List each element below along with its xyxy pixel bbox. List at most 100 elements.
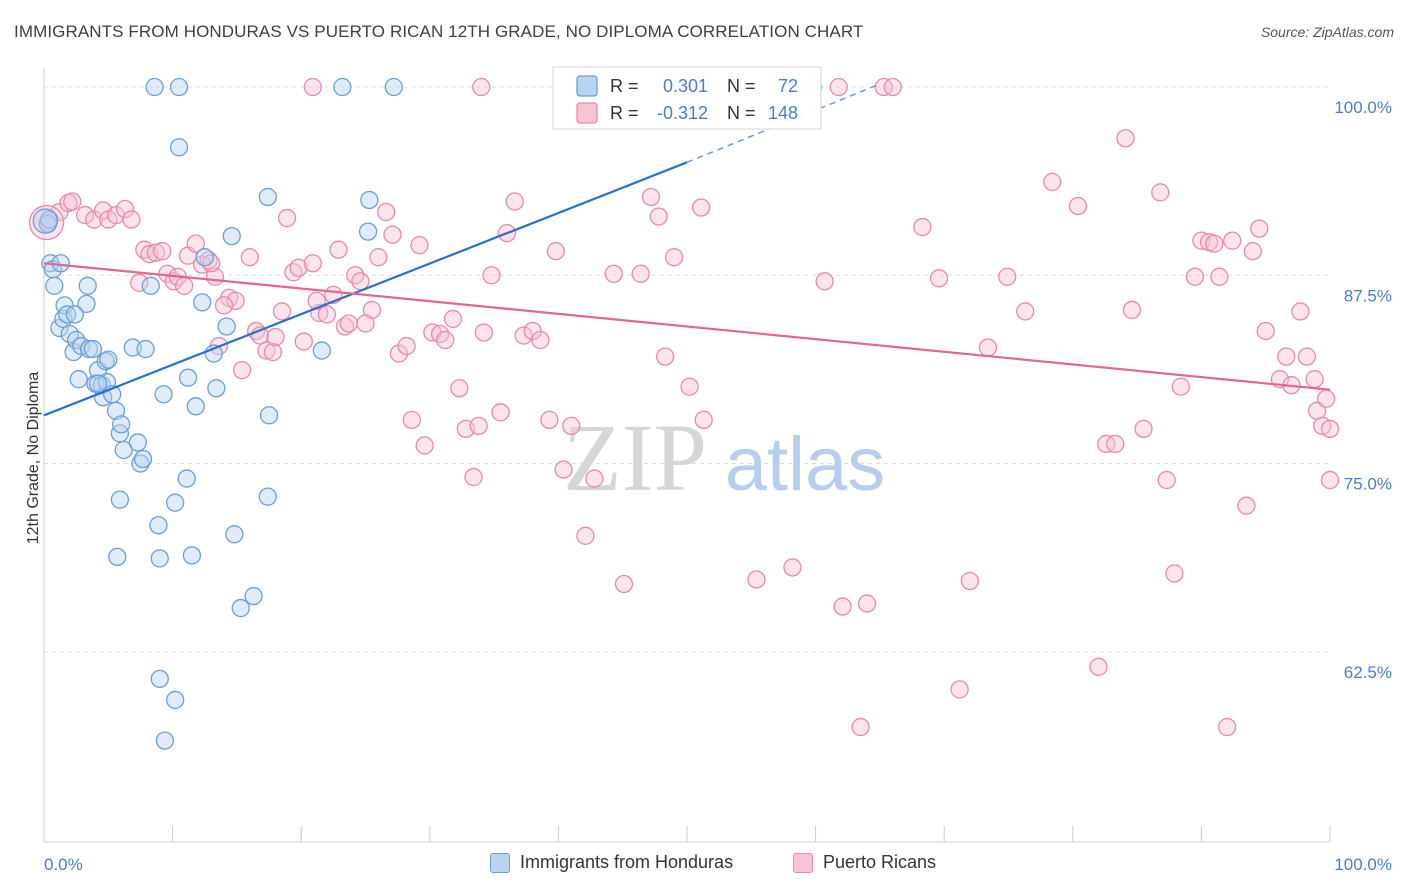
point-puerto-rican [514,326,533,345]
point-honduras [231,598,250,618]
point-puerto-rican [464,467,483,487]
point-puerto-rican [472,77,491,97]
point-puerto-rican [1223,231,1242,250]
point-puerto-rican [1205,234,1224,253]
point-puerto-rican [505,192,524,211]
point-puerto-rican [631,264,650,283]
legend-swatch-pink [793,852,813,873]
point-puerto-rican [883,77,902,97]
point-puerto-rican [214,296,234,315]
series-honduras [32,77,403,750]
trend-line-puerto-ricans [43,262,1331,391]
bottom-legend: Immigrants from Honduras Puerto Ricans [0,850,1406,880]
point-puerto-rican [450,379,469,398]
x-tick-label-max: 100.0% [1334,855,1392,874]
y-tick-label: 87.5% [1344,286,1392,305]
point-honduras [99,350,118,369]
point-puerto-rican [303,254,322,273]
chart-title: IMMIGRANTS FROM HONDURAS VS PUERTO RICAN… [14,22,864,41]
stats-n-value: 148 [768,103,798,123]
legend-item-honduras[interactable]: Immigrants from Honduras [490,852,733,873]
point-honduras [149,516,168,535]
point-puerto-rican [307,291,326,311]
point-puerto-rican [913,217,932,237]
y-axis-label: 12th Grade, No Diploma [25,372,42,545]
point-puerto-rican [76,205,95,225]
point-puerto-rican [815,272,834,291]
point-honduras [166,690,185,710]
point-puerto-rican [146,243,166,262]
point-honduras [45,276,64,295]
point-honduras [333,77,352,97]
legend-swatch-blue [490,852,510,873]
point-puerto-rican [649,207,668,226]
point-puerto-rican [554,460,573,479]
point-honduras [207,379,226,398]
series-puerto-ricans [28,77,1340,737]
point-honduras [360,190,379,210]
point-puerto-rican [950,680,969,699]
point-puerto-rican [415,436,434,455]
point-puerto-rican [585,469,604,488]
point-puerto-rican [226,291,245,311]
point-honduras [83,339,103,359]
point-puerto-rican [1316,389,1336,408]
point-honduras [57,305,77,324]
stats-r-value: 0.301 [663,76,708,96]
point-puerto-rican [614,574,634,594]
point-puerto-rican [410,236,429,255]
point-puerto-rican [562,416,581,436]
point-puerto-rican [257,341,276,360]
point-puerto-rican [369,248,388,267]
point-puerto-rican [1243,242,1262,261]
stats-r-label: R = [610,103,639,123]
y-tick-label: 100.0% [1334,98,1392,117]
point-puerto-rican [1089,657,1108,676]
point-honduras [50,318,69,338]
point-puerto-rican [397,336,416,356]
point-honduras [65,305,85,324]
point-puerto-rican [351,272,370,291]
stats-legend: R = 0.301 N = 72 R = -0.312 N = 148 [552,66,822,130]
point-puerto-rican [389,344,409,363]
point-puerto-rican [1068,196,1088,216]
stats-r-label: R = [610,76,639,96]
point-puerto-rican [1016,302,1035,321]
point-puerto-rican [1134,419,1153,439]
point-honduras [150,669,169,689]
point-puerto-rican [1256,321,1275,341]
point-puerto-rican [491,403,510,422]
point-puerto-rican [329,240,348,259]
point-puerto-rican [1217,717,1237,737]
point-puerto-rican [857,594,877,613]
legend-label-puerto-ricans: Puerto Ricans [823,852,937,872]
watermark-atlas: atlas [725,422,886,507]
point-puerto-rican [664,248,684,267]
point-honduras [108,547,127,567]
point-honduras [150,549,169,568]
point-puerto-rican [1237,496,1256,515]
point-puerto-rican [303,77,322,97]
stats-legend-frame [552,66,822,130]
y-tick-label: 62.5% [1344,663,1392,682]
point-puerto-rican [1305,370,1324,389]
point-honduras [182,546,202,565]
point-honduras [244,586,263,606]
point-puerto-rican [680,377,699,396]
point-honduras [141,276,160,295]
point-honduras [186,397,205,416]
point-puerto-rican [63,192,82,211]
point-puerto-rican [474,323,493,342]
legend-item-puerto-ricans[interactable]: Puerto Ricans [793,852,936,873]
point-honduras [169,77,189,97]
point-puerto-rican [376,202,396,222]
point-puerto-rican [1250,219,1269,238]
point-honduras [110,490,130,509]
point-puerto-rican [1151,183,1170,202]
point-puerto-rican [175,276,194,295]
point-honduras [217,317,236,336]
point-puerto-rican [691,198,711,217]
point-puerto-rican [960,571,980,591]
point-honduras [78,276,97,295]
